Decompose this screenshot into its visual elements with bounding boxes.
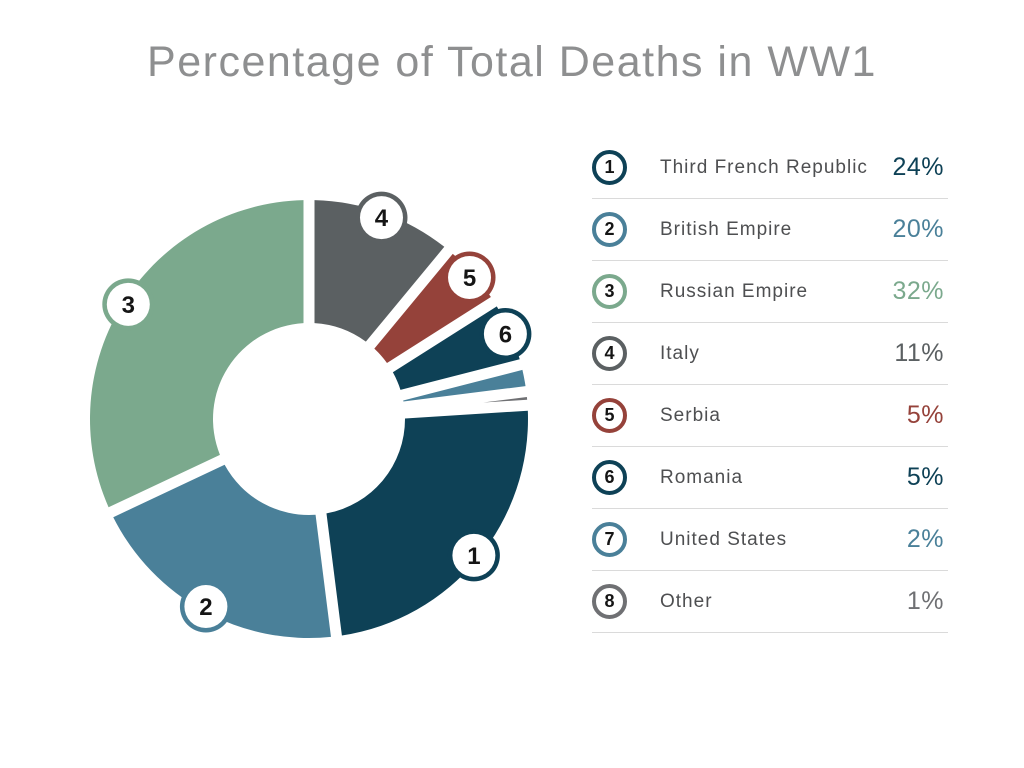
legend-label: Romania bbox=[660, 466, 744, 488]
chart-title: Percentage of Total Deaths in WW1 bbox=[147, 38, 877, 86]
pie-slice-4 bbox=[314, 200, 445, 342]
legend-label: Third French Republic bbox=[660, 156, 868, 178]
legend-row: 5 Serbia 5% bbox=[592, 385, 948, 447]
legend-row: 4 Italy 11% bbox=[592, 323, 948, 385]
donut-chart: 4 5 6 1 2 3 bbox=[49, 159, 569, 679]
pie-badge-face bbox=[106, 282, 150, 326]
pie-badge-number: 1 bbox=[467, 543, 480, 570]
pie-slice-1 bbox=[326, 410, 528, 636]
pie-badge-number: 2 bbox=[199, 594, 212, 621]
legend-row: 7 United States 2% bbox=[592, 509, 948, 571]
legend-value: 11% bbox=[894, 339, 944, 367]
pie-badge-number: 4 bbox=[375, 205, 389, 232]
pie-badge-number: 3 bbox=[122, 292, 135, 319]
donut-chart-svg: 4 5 6 1 2 3 bbox=[89, 191, 532, 638]
legend-label: Russian Empire bbox=[660, 280, 809, 302]
chart-legend: 1 Third French Republic 24% 2 British Empire… bbox=[592, 137, 948, 633]
pie-badge-face bbox=[483, 312, 527, 356]
legend-label: British Empire bbox=[660, 218, 793, 240]
pie-badge-6: 6 bbox=[479, 308, 532, 361]
legend-label: United States bbox=[660, 528, 788, 550]
legend-number-badge: 8 bbox=[592, 584, 627, 619]
pie-badge-face bbox=[184, 585, 228, 629]
legend-number-badge: 2 bbox=[592, 212, 627, 247]
legend-row: 6 Romania 5% bbox=[592, 447, 948, 509]
pie-badge-4: 4 bbox=[355, 191, 408, 244]
legend-value: 20% bbox=[892, 215, 944, 243]
pie-badge-number: 5 bbox=[463, 265, 476, 292]
pie-badge-3: 3 bbox=[102, 278, 155, 331]
legend-row: 3 Russian Empire 32% bbox=[592, 261, 948, 323]
pie-slice-8 bbox=[483, 397, 528, 403]
pie-badge-5: 5 bbox=[443, 251, 496, 304]
legend-value: 24% bbox=[892, 153, 944, 181]
pie-badge-face bbox=[452, 533, 496, 577]
legend-label: Serbia bbox=[660, 404, 721, 426]
legend-number-badge: 4 bbox=[592, 336, 627, 371]
legend-value: 5% bbox=[906, 401, 944, 429]
pie-badge-face bbox=[359, 196, 403, 240]
legend-row: 1 Third French Republic 24% bbox=[592, 137, 948, 199]
legend-number-badge: 5 bbox=[592, 398, 627, 433]
pie-badge-face bbox=[448, 255, 492, 299]
pie-slice-3 bbox=[89, 200, 304, 508]
pie-slice-2 bbox=[113, 464, 331, 638]
legend-value: 5% bbox=[906, 463, 944, 491]
legend-row: 2 British Empire 20% bbox=[592, 199, 948, 261]
pie-badge-1: 1 bbox=[447, 529, 500, 582]
legend-number-badge: 1 bbox=[592, 150, 627, 185]
pie-badge-number: 6 bbox=[499, 322, 512, 349]
legend-number-badge: 7 bbox=[592, 522, 627, 557]
pie-badge-2: 2 bbox=[179, 580, 232, 633]
legend-number-badge: 3 bbox=[592, 274, 627, 309]
legend-value: 1% bbox=[906, 587, 944, 615]
legend-number-badge: 6 bbox=[592, 460, 627, 495]
legend-value: 32% bbox=[892, 277, 944, 305]
legend-label: Other bbox=[660, 590, 713, 612]
legend-row: 8 Other 1% bbox=[592, 571, 948, 633]
legend-value: 2% bbox=[906, 525, 944, 553]
pie-slice-7 bbox=[403, 369, 526, 402]
legend-label: Italy bbox=[660, 342, 700, 364]
